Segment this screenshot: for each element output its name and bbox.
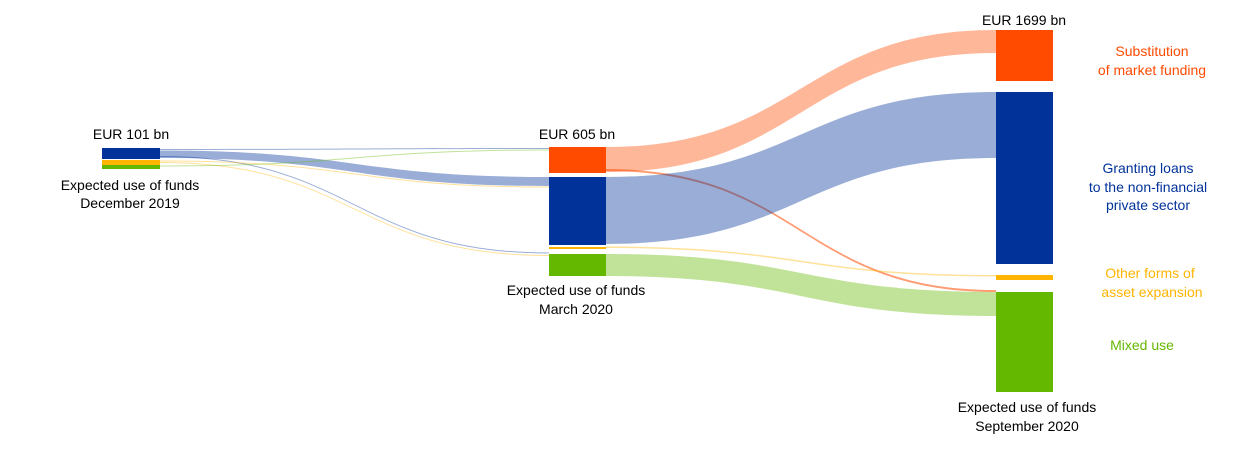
link-0-loans-to-loans — [160, 150, 549, 186]
link-1-mixed-to-mixed — [606, 254, 996, 316]
link-0-mixed-to-substitution — [160, 149, 549, 167]
node-september-2020-mixed — [996, 292, 1053, 392]
link-0-other-to-loans — [160, 160, 549, 188]
node-march-2020-mixed — [549, 254, 606, 276]
total-label-dec2019: EUR 101 bn — [93, 126, 169, 142]
node-march-2020-loans — [549, 177, 606, 245]
flow-links — [160, 30, 996, 316]
total-label-mar2020: EUR 605 bn — [539, 126, 615, 142]
link-0-other-to-mixed — [160, 162, 549, 256]
category-label-other-line2: asset expansion — [1101, 284, 1202, 300]
link-1-substitution-to-mixed — [606, 169, 996, 292]
category-label-loans-line3: private sector — [1106, 197, 1190, 213]
total-label-sep2020: EUR 1699 bn — [982, 12, 1066, 28]
category-label-substitution-line1: Substitution — [1115, 43, 1188, 59]
caption-dec2019-line2: December 2019 — [80, 195, 180, 211]
caption-sep2020-line2: September 2020 — [975, 418, 1079, 434]
category-label-loans-line2: to the non-financial — [1089, 179, 1207, 195]
node-december-2019-mixed — [102, 165, 160, 169]
node-september-2020-other — [996, 275, 1053, 280]
category-label-substitution-line2: of market funding — [1098, 62, 1206, 78]
node-december-2019-loans — [102, 148, 160, 159]
link-0-loans-to-substitution — [160, 148, 549, 150]
link-1-substitution-to-substitution — [606, 30, 996, 172]
stage-bars — [102, 30, 1053, 392]
node-march-2020-other — [549, 247, 606, 249]
link-1-loans-to-loans — [606, 92, 996, 244]
node-september-2020-substitution — [996, 30, 1053, 81]
caption-dec2019-line1: Expected use of funds — [61, 177, 200, 193]
category-label-mixed: Mixed use — [1110, 337, 1174, 353]
category-label-other-line1: Other forms of — [1105, 265, 1195, 281]
node-december-2019-other — [102, 160, 160, 165]
link-1-other-to-other — [606, 246, 996, 277]
node-march-2020-substitution — [549, 147, 606, 173]
caption-sep2020-line1: Expected use of funds — [958, 399, 1097, 415]
diagram-labels: EUR 101 bn EUR 605 bn EUR 1699 bn Expect… — [61, 12, 1207, 434]
node-september-2020-loans — [996, 92, 1053, 264]
link-0-loans-to-mixed — [160, 156, 549, 254]
category-label-loans-line1: Granting loans — [1102, 160, 1193, 176]
caption-mar2020-line2: March 2020 — [539, 301, 613, 317]
caption-mar2020-line1: Expected use of funds — [507, 282, 646, 298]
